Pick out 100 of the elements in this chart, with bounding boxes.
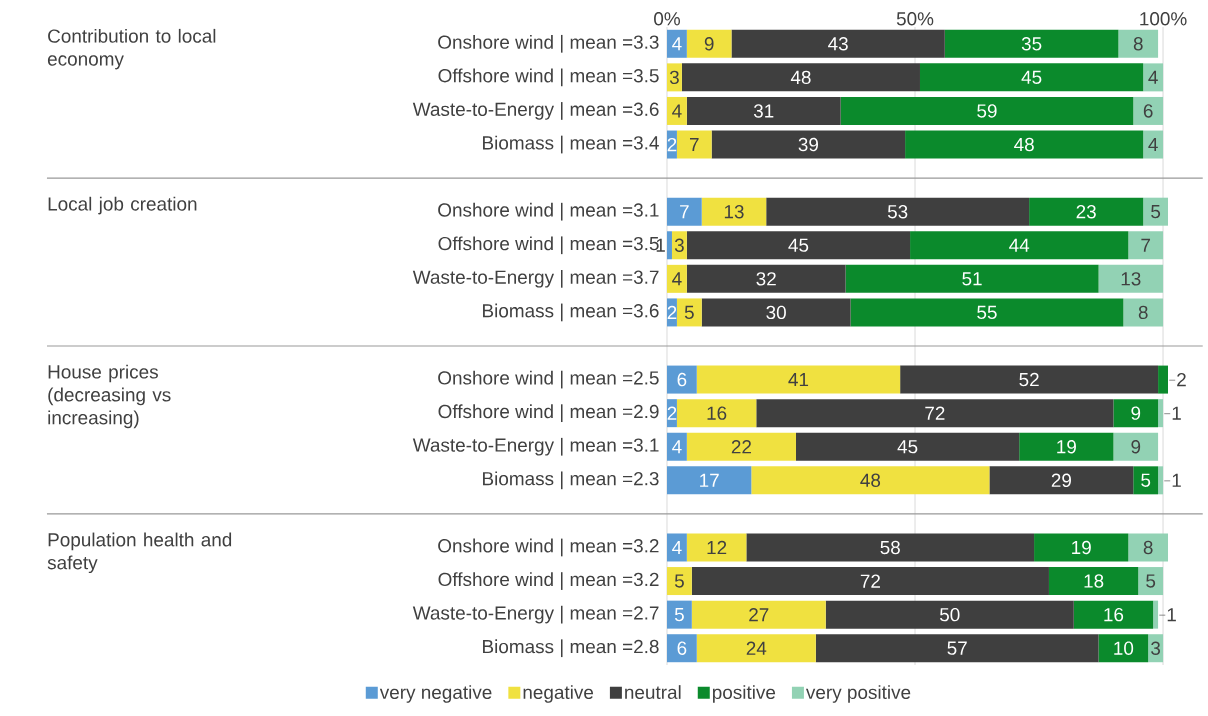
data-label: 59 xyxy=(977,104,997,118)
data-label: 29 xyxy=(1051,473,1071,488)
data-label: 2 xyxy=(667,305,677,320)
data-label: 4 xyxy=(672,272,682,286)
data-label: 5 xyxy=(674,574,684,588)
data-label: 6 xyxy=(677,641,687,655)
data-label: 58 xyxy=(880,540,900,555)
text: Local job creation xyxy=(48,196,197,215)
data-label: 18 xyxy=(1084,574,1104,588)
data-label: 8 xyxy=(1138,305,1148,320)
data-label: 8 xyxy=(1143,540,1153,555)
data-label: 17 xyxy=(700,473,719,487)
data-label: 4 xyxy=(1148,138,1158,152)
y-tick-label: Onshore wind | mean =2.5 xyxy=(438,370,659,389)
data-label: 72 xyxy=(925,406,945,420)
y-tick-label: Offshore wind | mean =3.2 xyxy=(438,572,659,590)
data-label: 72 xyxy=(860,574,880,588)
data-label: 5 xyxy=(684,305,694,320)
data-label: 52 xyxy=(1019,372,1039,387)
x-tick-label: 0% xyxy=(654,12,680,26)
y-tick-label: Waste-to-Energy | mean =2.7 xyxy=(412,605,659,624)
data-label: 7 xyxy=(680,205,689,219)
y-tick-label: Waste-to-Energy | mean =3.7 xyxy=(412,269,659,288)
data-label: 7 xyxy=(1141,238,1151,252)
y-tick-label: Biomass | mean =2.8 xyxy=(483,639,659,658)
data-label: 4 xyxy=(672,440,682,454)
data-label: 3 xyxy=(674,238,684,252)
y-tick-label: Offshore wind | mean =3.5 xyxy=(438,68,659,87)
data-label: 10 xyxy=(1114,641,1134,655)
text: House prices (decreasing vs increasing) xyxy=(48,364,171,429)
y-tick-label: Waste-to-Energy | mean =3.6 xyxy=(412,102,659,120)
data-label: 13 xyxy=(1121,272,1141,286)
data-label: 4 xyxy=(1148,70,1158,84)
data-label: 43 xyxy=(828,37,848,51)
data-label: 4 xyxy=(672,104,682,118)
data-label: 45 xyxy=(788,238,809,252)
data-label: 2 xyxy=(667,406,677,420)
legend-label: positive xyxy=(712,685,776,703)
data-label: 31 xyxy=(753,104,774,118)
legend-label: negative xyxy=(523,685,594,703)
x-tick-label: 50% xyxy=(896,12,934,26)
data-label: 50 xyxy=(939,607,960,622)
data-label: 39 xyxy=(798,137,818,152)
y-tick-label: Onshore wind | mean =3.3 xyxy=(438,34,659,53)
data-label: 2 xyxy=(667,137,677,152)
y-tick-label: Onshore wind | mean =3.2 xyxy=(438,538,659,557)
data-label: 6 xyxy=(677,372,687,387)
data-label: 16 xyxy=(1104,607,1124,622)
data-label: 16 xyxy=(707,406,727,420)
data-label: 48 xyxy=(790,70,811,85)
data-label: 45 xyxy=(897,440,918,454)
data-label: 48 xyxy=(860,473,881,488)
data-label: 6 xyxy=(1143,104,1153,118)
data-label: 48 xyxy=(1014,137,1034,152)
x-tick-label: 100% xyxy=(1140,12,1187,26)
y-tick-label: Biomass | mean =2.3 xyxy=(483,471,659,490)
y-tick-label: Waste-to-Energy | mean =3.1 xyxy=(412,437,659,456)
data-label: 41 xyxy=(788,373,809,387)
data-label: 9 xyxy=(1131,440,1141,454)
data-label: 5 xyxy=(1141,473,1151,487)
data-label: 30 xyxy=(766,305,786,320)
data-label: 8 xyxy=(1133,37,1143,51)
data-label: 13 xyxy=(724,204,744,219)
y-tick-label: Onshore wind | mean =3.1 xyxy=(438,202,659,221)
data-label: 45 xyxy=(1021,70,1042,84)
data-label: 35 xyxy=(1021,37,1042,51)
data-label: 23 xyxy=(1076,204,1096,219)
data-label: 1 xyxy=(1167,608,1176,622)
y-tick-label: Biomass | mean =3.6 xyxy=(483,303,659,322)
data-label: 2 xyxy=(1177,372,1186,387)
legend-label: very negative xyxy=(379,685,492,703)
data-label: 57 xyxy=(947,641,967,655)
data-label: 9 xyxy=(1131,406,1141,420)
data-label: 7 xyxy=(690,138,699,152)
data-label: 1 xyxy=(1172,473,1181,487)
data-label: 5 xyxy=(674,608,684,622)
data-label: 4 xyxy=(672,540,682,554)
text: Contribution to local economy xyxy=(47,28,216,70)
data-label: 19 xyxy=(1072,540,1091,555)
data-label: 3 xyxy=(1151,641,1161,655)
data-label: 24 xyxy=(746,641,767,655)
data-label: 3 xyxy=(669,70,679,85)
data-label: 32 xyxy=(756,272,776,286)
legend-label: neutral xyxy=(625,685,681,700)
data-label: 12 xyxy=(707,540,727,555)
data-label: 5 xyxy=(1146,574,1156,588)
data-label: 22 xyxy=(731,440,751,454)
data-label: 53 xyxy=(887,204,908,219)
text: Population health and safety xyxy=(47,532,232,574)
data-label: 27 xyxy=(749,608,769,622)
data-label: 19 xyxy=(1057,440,1076,454)
data-label: 1 xyxy=(1172,406,1181,420)
data-label: 51 xyxy=(962,272,982,286)
data-label: 4 xyxy=(672,37,682,51)
data-label: 55 xyxy=(977,305,997,320)
y-tick-label: Biomass | mean =3.4 xyxy=(483,135,659,154)
legend-label: very positive xyxy=(805,685,911,703)
y-tick-label: Offshore wind | mean =2.9 xyxy=(438,404,659,423)
data-label: 5 xyxy=(1151,205,1161,219)
data-label: 9 xyxy=(704,37,714,51)
